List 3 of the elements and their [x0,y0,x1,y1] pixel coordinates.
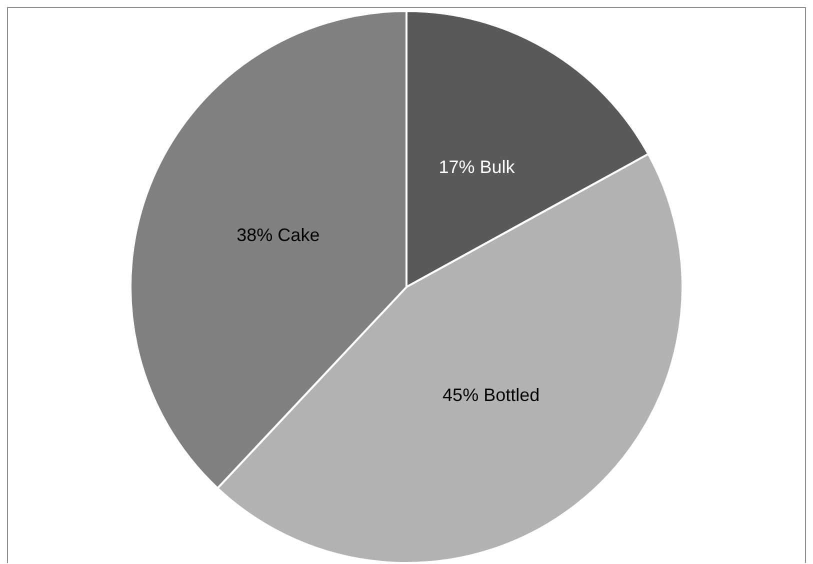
slice-label: 38% Cake [236,225,320,246]
slice-label: 17% Bulk [438,157,516,178]
slice-label: 45% Bottled [442,385,540,406]
